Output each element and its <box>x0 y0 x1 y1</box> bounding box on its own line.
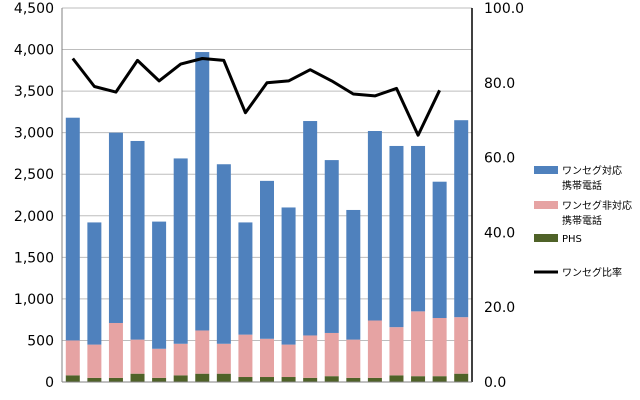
legend-label: PHS <box>562 234 582 245</box>
bar-segment-series-1 <box>367 320 382 378</box>
bar-segment-series-1 <box>454 317 469 374</box>
bar-segment-series-2 <box>367 131 382 321</box>
bar-segment-series-2 <box>346 209 361 340</box>
y-right-tick-label: 40.0 <box>484 225 515 241</box>
bar-segment-series-0 <box>87 377 102 382</box>
bar-segment-series-0 <box>454 373 469 382</box>
bar-segment-series-0 <box>108 377 123 382</box>
y-left-tick-label: 2,000 <box>14 209 54 225</box>
bar-segment-series-1 <box>87 344 102 378</box>
bar-segment-series-2 <box>130 140 145 340</box>
bar-segment-series-0 <box>130 373 145 382</box>
bar-segment-series-0 <box>216 373 231 382</box>
legend-label: ワンセグ非対応 <box>562 199 632 212</box>
bar-segment-series-2 <box>195 52 210 331</box>
bar-segment-series-0 <box>65 375 80 382</box>
y-left-tick-label: 500 <box>27 333 54 349</box>
legend-swatch <box>534 234 558 242</box>
y-left-tick-label: 4,500 <box>14 1 54 17</box>
bar-segment-series-1 <box>65 340 80 376</box>
y-left-tick-label: 1,500 <box>14 250 54 266</box>
bar-segment-series-2 <box>238 222 253 335</box>
bar-segment-series-0 <box>281 377 296 382</box>
bar-segment-series-1 <box>238 334 253 378</box>
bar-segment-series-0 <box>303 377 318 382</box>
bar-segment-series-2 <box>324 160 339 333</box>
bar-segment-series-1 <box>216 343 231 374</box>
y-left-tick-label: 0 <box>45 375 54 391</box>
bar-segment-series-0 <box>324 376 339 382</box>
y-right-tick-label: 100.0 <box>484 1 524 17</box>
bar-segment-series-1 <box>303 335 318 378</box>
bar-segment-series-1 <box>108 322 123 378</box>
bar-segment-series-2 <box>173 158 188 344</box>
bar-segment-series-1 <box>281 344 296 378</box>
bar-segment-series-1 <box>324 332 339 377</box>
bar-segment-series-2 <box>260 180 274 339</box>
legend-swatch <box>534 201 558 209</box>
bar-segment-series-1 <box>195 330 210 374</box>
y-left-tick-label: 3,500 <box>14 84 54 100</box>
y-left-tick-label: 3,000 <box>14 126 54 142</box>
bar-segment-series-0 <box>367 377 382 382</box>
legend-label: ワンセグ対応 <box>562 164 622 177</box>
y-right-tick-label: 60.0 <box>484 151 515 167</box>
bar-segment-series-1 <box>389 327 404 376</box>
bar-segment-series-0 <box>432 376 447 382</box>
y-left-tick-label: 1,000 <box>14 292 54 308</box>
bar-segment-series-1 <box>411 311 426 377</box>
y-right-tick-label: 20.0 <box>484 300 515 316</box>
bar-segment-series-1 <box>346 339 361 378</box>
bar-segment-series-0 <box>411 376 426 382</box>
bar-segment-series-2 <box>411 145 426 312</box>
bar-segment-series-0 <box>238 377 253 382</box>
bar-segment-series-0 <box>173 375 188 382</box>
bar-segment-series-0 <box>346 377 361 382</box>
bar-segment-series-0 <box>195 373 210 382</box>
bar-segment-series-2 <box>152 221 167 349</box>
bar-segment-series-0 <box>389 375 404 382</box>
y-left-tick-label: 2,500 <box>14 167 54 183</box>
y-left-tick-label: 4,000 <box>14 43 54 59</box>
bar-segment-series-1 <box>173 343 188 376</box>
bar-segment-series-2 <box>281 207 296 345</box>
y-right-tick-label: 80.0 <box>484 76 515 92</box>
legend-swatch <box>534 166 558 174</box>
legend-label: 携帯電話 <box>562 214 602 227</box>
bar-segment-series-2 <box>216 164 231 344</box>
bar-segment-series-2 <box>454 120 469 318</box>
ratio-line <box>71 57 441 137</box>
bar-segment-series-0 <box>152 377 167 382</box>
bar-segment-series-1 <box>152 348 167 378</box>
bar-segment-series-2 <box>87 222 102 345</box>
bar-segment-series-2 <box>65 117 80 341</box>
bar-segment-series-1 <box>260 338 274 378</box>
y-right-tick-label: 0.0 <box>484 375 506 391</box>
bar-segment-series-2 <box>389 145 404 328</box>
bar-segment-series-2 <box>432 181 447 319</box>
bar-segment-series-2 <box>303 121 318 336</box>
bar-segment-series-0 <box>260 377 274 382</box>
legend-label: 携帯電話 <box>562 179 602 192</box>
bar-segment-series-1 <box>432 318 447 377</box>
bar-segment-series-2 <box>108 132 123 323</box>
bar-segment-series-1 <box>130 339 145 374</box>
legend-label: ワンセグ比率 <box>562 266 622 279</box>
